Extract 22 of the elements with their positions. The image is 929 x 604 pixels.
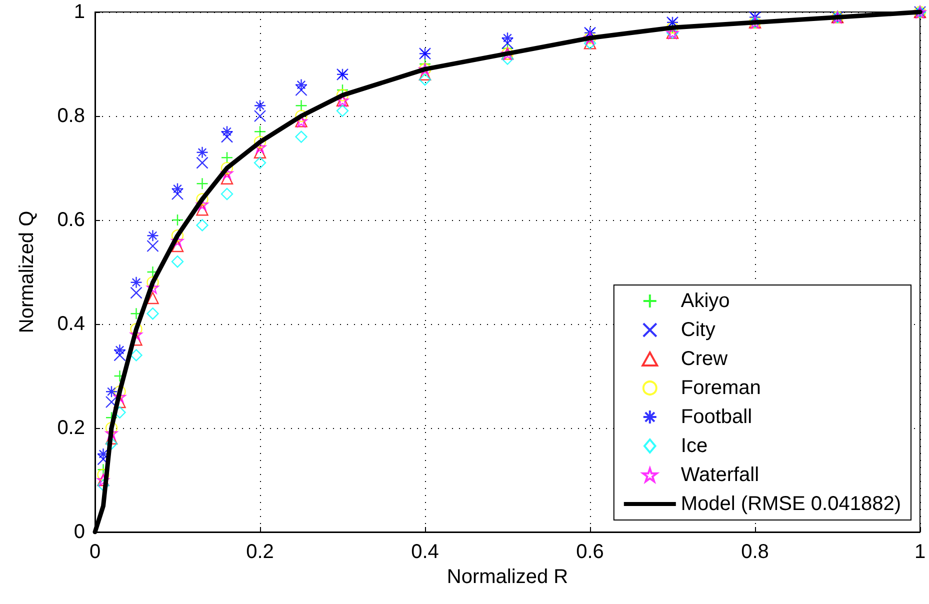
x-tick-label: 0.6: [576, 541, 604, 563]
y-axis-title: Normalized Q: [16, 210, 38, 334]
legend-label: Crew: [680, 348, 728, 370]
y-tick-label: 0.8: [57, 105, 85, 127]
x-tick-label: 1: [914, 541, 926, 563]
legend-label: Ice: [680, 435, 708, 457]
x-tick-label: 0.4: [411, 541, 439, 563]
legend-label: Model (RMSE 0.041882): [680, 493, 901, 515]
legend-label: Akiyo: [680, 290, 730, 312]
y-tick-label: 1: [74, 1, 85, 23]
y-tick-label: 0: [74, 521, 85, 543]
y-tick-label: 0.4: [57, 313, 85, 335]
legend-label: City: [680, 319, 716, 341]
x-tick-label: 0.8: [741, 541, 769, 563]
y-tick-label: 0.6: [57, 209, 85, 231]
legend-label: Waterfall: [680, 464, 760, 486]
legend-label: Foreman: [680, 377, 761, 399]
x-tick-label: 0.2: [246, 541, 274, 563]
x-axis-title: Normalized R: [446, 566, 568, 588]
y-tick-label: 0.2: [57, 417, 85, 439]
x-tick-label: 0: [89, 541, 101, 563]
legend-label: Football: [680, 406, 752, 428]
